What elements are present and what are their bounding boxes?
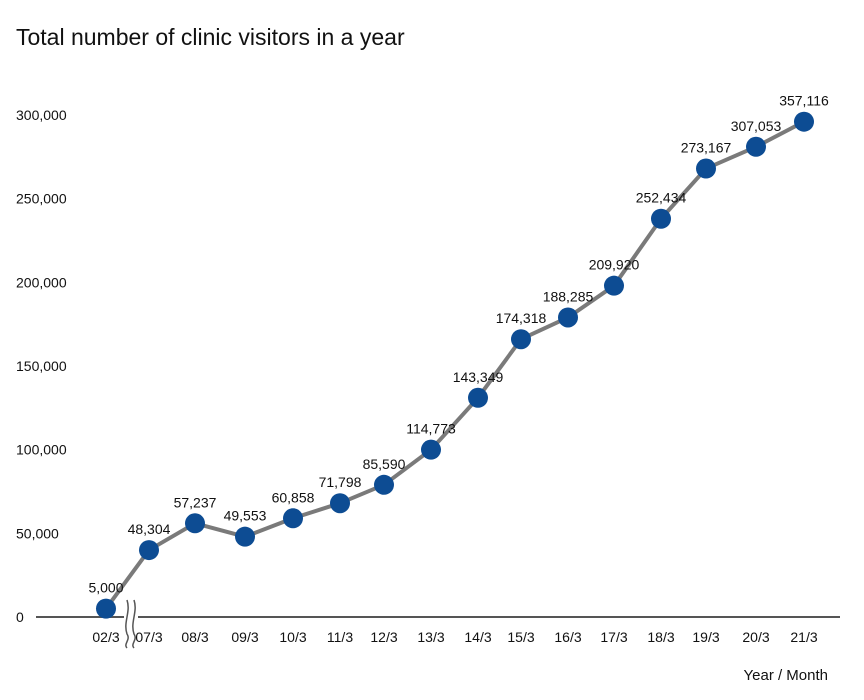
x-tick-label: 20/3 bbox=[742, 629, 769, 645]
y-tick-label: 200,000 bbox=[16, 274, 67, 290]
data-point bbox=[235, 526, 255, 547]
data-point bbox=[651, 208, 671, 229]
y-tick-label: 250,000 bbox=[16, 191, 67, 207]
data-label: 114,773 bbox=[406, 421, 456, 437]
chart-title: Total number of clinic visitors in a yea… bbox=[16, 24, 405, 50]
x-tick-label: 12/3 bbox=[370, 629, 397, 645]
data-label: 85,590 bbox=[363, 456, 406, 472]
data-point bbox=[468, 387, 488, 408]
x-tick-label: 14/3 bbox=[464, 629, 491, 645]
axis-break-mark bbox=[124, 599, 138, 649]
x-tick-label: 08/3 bbox=[181, 629, 208, 645]
axis-break-line bbox=[132, 599, 136, 649]
y-tick-label: 100,000 bbox=[16, 442, 67, 458]
x-axis-title: Year / Month bbox=[744, 667, 829, 684]
data-label: 143,349 bbox=[453, 369, 504, 385]
x-tick-label: 11/3 bbox=[327, 629, 353, 645]
x-tick-label: 16/3 bbox=[554, 629, 581, 645]
y-tick-label: 150,000 bbox=[16, 358, 67, 374]
data-label: 5,000 bbox=[88, 580, 123, 596]
data-label: 273,167 bbox=[681, 140, 732, 156]
x-tick-label: 07/3 bbox=[135, 629, 162, 645]
data-label: 57,237 bbox=[174, 494, 217, 510]
x-tick-label: 15/3 bbox=[507, 629, 534, 645]
x-tick-label: 21/3 bbox=[790, 629, 817, 645]
x-tick-label: 13/3 bbox=[417, 629, 444, 645]
data-point bbox=[558, 307, 578, 328]
data-point bbox=[374, 474, 394, 495]
data-label: 174,318 bbox=[496, 310, 547, 326]
data-label: 48,304 bbox=[128, 521, 171, 537]
data-point bbox=[139, 540, 159, 561]
data-point bbox=[794, 111, 814, 132]
data-point bbox=[96, 598, 116, 619]
data-label: 49,553 bbox=[224, 508, 267, 524]
data-point bbox=[511, 329, 531, 350]
data-point bbox=[421, 439, 441, 460]
series-line bbox=[104, 119, 805, 610]
x-tick-label: 18/3 bbox=[647, 629, 674, 645]
data-point bbox=[746, 136, 766, 157]
data-label: 252,434 bbox=[636, 190, 687, 206]
data-label: 307,053 bbox=[731, 118, 782, 134]
data-label: 188,285 bbox=[543, 288, 594, 304]
x-axis-tick-labels: 02/3 07/3 08/3 09/3 10/3 11/3 12/3 13/3 14/3 15/3… bbox=[92, 629, 817, 645]
data-point bbox=[185, 513, 205, 534]
data-label: 357,116 bbox=[779, 93, 829, 109]
y-tick-label: 50,000 bbox=[16, 525, 59, 541]
x-tick-label: 09/3 bbox=[231, 629, 258, 645]
data-label: 209,920 bbox=[589, 257, 640, 273]
y-tick-label: 0 bbox=[16, 609, 24, 625]
x-tick-label: 10/3 bbox=[279, 629, 306, 645]
x-tick-label: 19/3 bbox=[692, 629, 719, 645]
x-tick-label: 17/3 bbox=[600, 629, 627, 645]
data-label: 60,858 bbox=[272, 489, 315, 505]
data-point bbox=[604, 275, 624, 296]
data-label: 71,798 bbox=[319, 474, 362, 490]
y-axis-ticks: 0 50,000 100,000 150,000 200,000 250,000 300,0… bbox=[16, 107, 67, 625]
x-tick-label: 02/3 bbox=[92, 629, 119, 645]
y-tick-label: 300,000 bbox=[16, 107, 67, 123]
data-point bbox=[283, 508, 303, 529]
data-point bbox=[696, 158, 716, 179]
axis-break-line bbox=[125, 599, 129, 649]
data-point bbox=[330, 493, 350, 514]
